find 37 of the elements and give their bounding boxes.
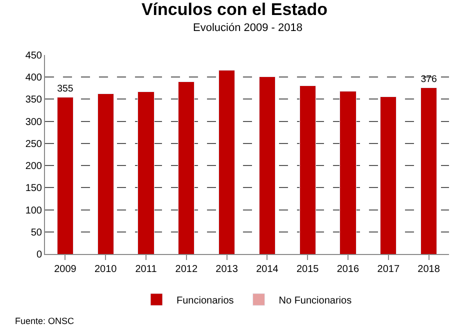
y-tick-label: 50: [30, 227, 42, 238]
y-tick-label: 250: [25, 138, 42, 150]
x-tick-label: 2016: [336, 264, 360, 275]
bar: [380, 96, 397, 254]
bar: [138, 91, 154, 254]
x-tick-label: 2009: [54, 264, 77, 275]
y-tick-label: 100: [25, 205, 42, 216]
x-tick-label: 2015: [296, 264, 320, 275]
bar: [258, 76, 276, 254]
chart-title: Vínculos con el Estado: [141, 0, 328, 20]
y-tick-label: 150: [25, 183, 42, 194]
legend-label: Funcionarios: [176, 295, 234, 306]
data-label: 376: [420, 74, 437, 86]
chart-subtitle: Evolución 2009 - 2018: [193, 22, 302, 34]
y-tick-label: 450: [25, 50, 42, 62]
x-tick-label: 2017: [377, 264, 400, 275]
data-label: 355: [57, 83, 74, 94]
x-tick-label: 2012: [175, 264, 198, 275]
bar: [97, 94, 114, 254]
x-tick-label: 2013: [216, 264, 238, 275]
x-tick-label: 2011: [135, 264, 158, 275]
x-tick-label: 2014: [256, 264, 279, 275]
bar: [178, 81, 195, 254]
y-tick-label: 400: [25, 72, 42, 84]
bar: [340, 91, 356, 254]
y-tick-label: 350: [25, 94, 42, 106]
bar: [56, 96, 74, 254]
legend-label: No Funcionarios: [278, 295, 352, 306]
y-tick-label: 200: [25, 161, 42, 172]
x-tick-label: 2018: [418, 264, 440, 275]
bar: [299, 85, 316, 254]
y-tick-label: 300: [25, 116, 42, 128]
y-tick-label: 0: [36, 250, 42, 260]
x-tick-label: 2010: [94, 264, 118, 275]
bar: [218, 70, 236, 254]
bar: [420, 87, 438, 254]
source-note: Fuente: ONSC: [15, 316, 75, 325]
